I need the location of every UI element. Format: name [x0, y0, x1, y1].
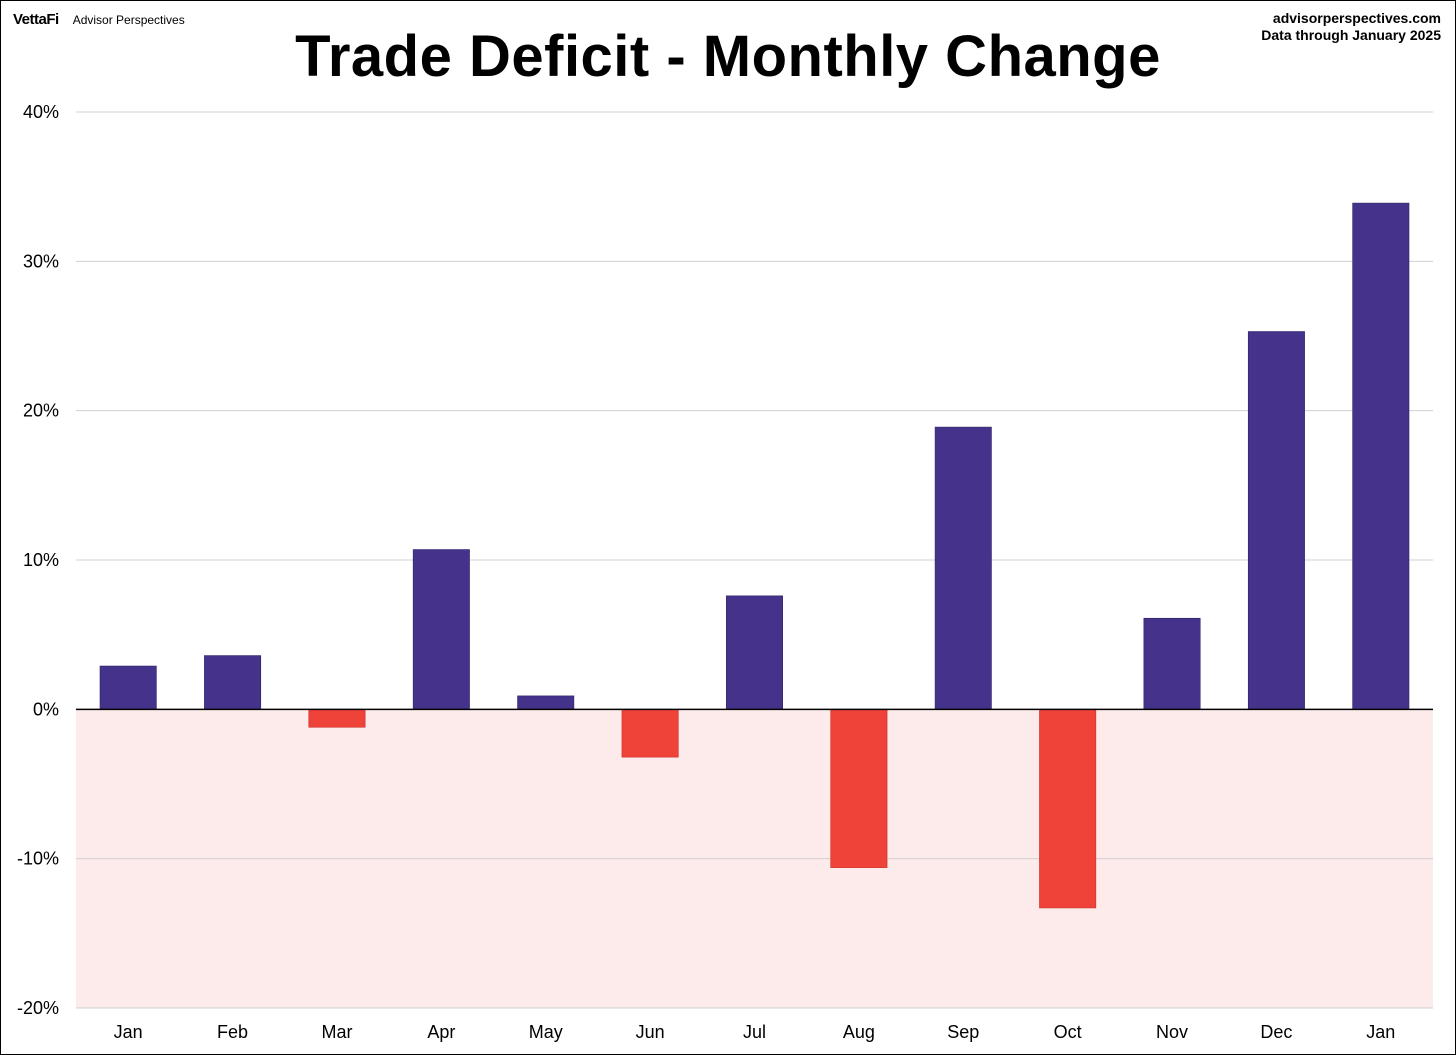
bar-jan-0: [99, 665, 157, 710]
bar-may-4: [517, 695, 575, 710]
x-tick-label: Dec: [1260, 1022, 1292, 1042]
y-tick-label: 40%: [23, 102, 59, 122]
x-tick-label: Mar: [321, 1022, 352, 1042]
x-tick-label: May: [529, 1022, 563, 1042]
y-tick-label: 10%: [23, 550, 59, 570]
x-tick-label: Feb: [217, 1022, 248, 1042]
x-tick-label: Sep: [947, 1022, 979, 1042]
x-tick-label: Jan: [114, 1022, 143, 1042]
bar-dec-11: [1247, 331, 1305, 710]
bar-apr-3: [412, 549, 470, 710]
y-tick-label: -20%: [17, 998, 59, 1018]
y-tick-label: 0%: [33, 699, 59, 719]
gridlines-group: [76, 111, 1433, 1009]
source-site: advisorperspectives.com: [1272, 10, 1441, 26]
x-tick-label: Jun: [636, 1022, 665, 1042]
bar-jan-12: [1352, 202, 1410, 710]
chart-title: Trade Deficit - Monthly Change: [295, 24, 1161, 89]
bar-jun-5: [621, 709, 679, 758]
y-tick-labels-group: 40% 30% 20% 10% 0% -10% -20%: [17, 102, 59, 1018]
y-tick-label: 30%: [23, 251, 59, 271]
brand-name: Advisor Perspectives: [72, 13, 185, 27]
x-tick-labels-group: Jan Feb Mar Apr May Jun Jul Aug Sep Oct Nov Dec Jan: [114, 1022, 1396, 1042]
bar-feb-1: [204, 655, 262, 710]
bars-group: [99, 202, 1410, 909]
y-tick-label: -10%: [17, 849, 59, 869]
x-tick-label: Oct: [1054, 1022, 1082, 1042]
y-tick-label: 20%: [23, 401, 59, 421]
x-tick-label: Jan: [1366, 1022, 1395, 1042]
bar-nov-10: [1143, 617, 1201, 710]
data-through: Data through January 2025: [1261, 27, 1441, 43]
source-info: advisorperspectives.com Data through Jan…: [1261, 10, 1441, 44]
bar-jul-6: [726, 595, 783, 710]
bar-aug-7: [830, 709, 888, 868]
bar-mar-2: [308, 709, 366, 728]
x-tick-label: Jul: [743, 1022, 766, 1042]
x-tick-label: Apr: [427, 1022, 455, 1042]
brand: VettaFi Advisor Perspectives: [13, 11, 185, 28]
x-tick-label: Aug: [843, 1022, 875, 1042]
vettafi-logo: VettaFi: [13, 11, 59, 28]
bar-oct-9: [1039, 709, 1097, 909]
x-tick-label: Nov: [1156, 1022, 1188, 1042]
bar-sep-8: [934, 426, 992, 710]
